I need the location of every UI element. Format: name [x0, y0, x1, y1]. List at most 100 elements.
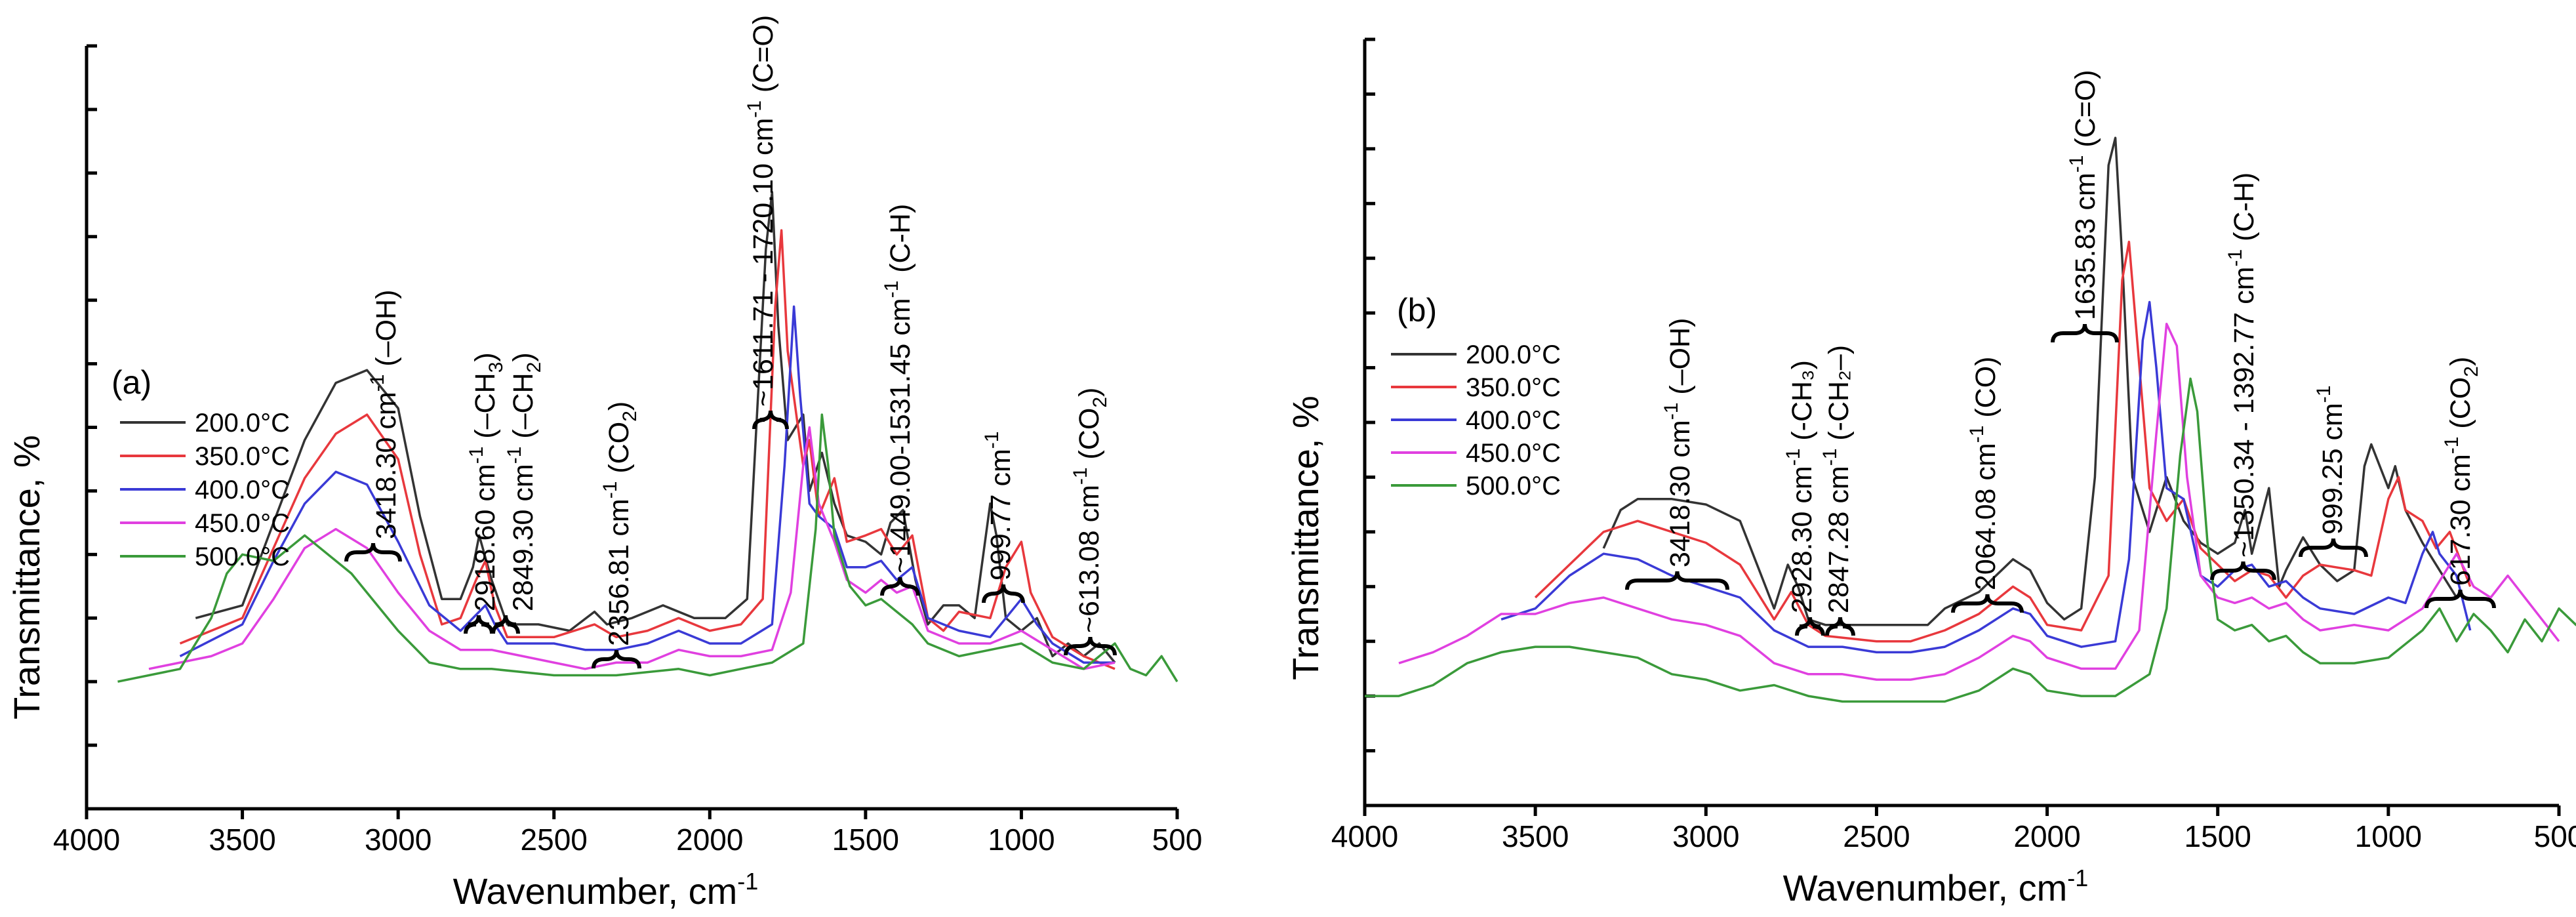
peak-bracket [982, 584, 1025, 603]
peak-annotation-tail2: ) [470, 352, 501, 361]
peak-annotation-label: 617.30 cm-1 (CO2) [2441, 357, 2482, 586]
chart-panel-a: 4000 3500 3000 2500 2000 1500 1000 500 Wavenumbe… [6, 15, 1202, 912]
legend-label: 200.0°C [1466, 340, 1561, 369]
peak-annotation-sup: -1 [599, 481, 621, 499]
peak-annotation-sup: -1 [2224, 249, 2246, 267]
legend-label: 500.0°C [1466, 472, 1561, 500]
series-line-4500c [1398, 323, 2560, 681]
peak-bracket [1951, 594, 2024, 613]
peak-annotation-label: 1635.83 cm-1 (C=O) [2066, 70, 2101, 320]
peak-annotation-text: 2928.30 cm [1786, 466, 1818, 613]
x-tick-label: 1000 [988, 823, 1055, 857]
x-tick-label: 3000 [365, 823, 432, 857]
peak-annotation-text: 999.77 cm [985, 449, 1016, 581]
peak-bracket [2210, 561, 2276, 581]
peak-annotation-tail: (C-H) [885, 204, 916, 281]
peak-annotation-tail: (–CH [470, 373, 501, 446]
x-tick-label: 4000 [1331, 819, 1398, 853]
peak-annotation-text: 2918.60 cm [470, 464, 501, 611]
peak-annotation: 2928.30 cm-1 (-CH₃) [1782, 360, 1818, 613]
legend-label: 450.0°C [195, 509, 290, 538]
x-tick-label: 2000 [2013, 819, 2080, 853]
peak-annotation-tail: (C-H) [2228, 173, 2260, 249]
peak-annotation-tail: (CO [1074, 408, 1105, 468]
peak-annotation-tail: (CO [2445, 377, 2476, 437]
peak-annotation: 2849.30 cm-1 (–CH2) [504, 352, 545, 611]
peak-bracket [1795, 617, 1825, 636]
peak-annotation: ~1350.34 - 1392.77 cm-1 (C-H) [2224, 173, 2260, 558]
series-line-4000c [1500, 300, 2472, 654]
y-axis-label: Transmittance, % [1285, 396, 1326, 680]
peak-annotation: ~613.08 cm-1 (CO2) [1070, 388, 1111, 633]
legend-label: 450.0°C [1466, 439, 1561, 468]
peak-annotation-text: 999.25 cm [2317, 403, 2348, 535]
x-tick-label: 1500 [2184, 819, 2251, 853]
series-line-4500c [148, 426, 1116, 670]
x-axis-label-sup: -1 [737, 868, 758, 895]
peak-annotation-text: 2849.30 cm [508, 464, 539, 611]
peak-annotation-text: ~613.08 cm [1074, 485, 1105, 633]
peak-annotation-text: 2847.28 cm [1823, 466, 1855, 613]
peak-annotation-sup: -1 [1966, 426, 1988, 443]
peak-annotation-tail2: ) [603, 401, 635, 411]
peak-annotation-tail: (CO [603, 422, 635, 481]
peak-annotation-tail: (CO) [1970, 357, 2002, 426]
series-line-5000c [1365, 377, 2576, 703]
peak-annotation: 2356.81 cm-1 (CO2) [599, 401, 641, 646]
x-tick-label: 1000 [2355, 819, 2422, 853]
peak-annotation: 1635.83 cm-1 (C=O) [2066, 70, 2101, 320]
peak-annotation-label: 2928.30 cm-1 (-CH₃) [1782, 360, 1818, 613]
peak-annotation-sub: 3 [485, 362, 507, 373]
legend-label: 500.0°C [195, 542, 290, 571]
peak-annotation-label: ~1350.34 - 1392.77 cm-1 (C-H) [2224, 173, 2260, 558]
peak-annotation-text: ~1611.71 - 1720.10 cm [748, 118, 779, 407]
peak-annotation-label: 2064.08 cm-1 (CO) [1966, 357, 2002, 590]
x-tick-label: 3500 [209, 823, 275, 857]
peak-annotation-text: 2356.81 cm [603, 499, 635, 646]
peak-annotation-tail: (–OH) [371, 290, 402, 375]
peak-bracket [2425, 589, 2496, 609]
peak-annotation-sup: -1 [2441, 437, 2463, 455]
series-line-5000c [117, 413, 1178, 683]
x-tick-label: 1500 [832, 823, 899, 857]
peak-annotation: 3418.30 cm-1 (–OH) [367, 290, 402, 539]
peak-annotation-sup: -1 [1070, 467, 1091, 485]
series-line-2000c [195, 191, 1116, 664]
peak-annotation: 3418.30 cm-1 (–OH) [1660, 318, 1696, 567]
peak-bracket [880, 577, 920, 596]
peak-annotation-text: 1635.83 cm [2070, 173, 2101, 320]
x-tick-label: 2500 [521, 823, 588, 857]
series-line-4000c [179, 305, 1115, 664]
peak-annotation-text: 3418.30 cm [1664, 420, 1696, 567]
peak-annotation-label: 2849.30 cm-1 (–CH2) [504, 352, 545, 611]
peak-annotation-tail2: ) [1074, 388, 1105, 397]
peak-annotation-text: 2064.08 cm [1970, 443, 2002, 590]
peak-annotation-text: 617.30 cm [2445, 454, 2476, 586]
legend-label: 350.0°C [195, 442, 290, 471]
legend-label: 400.0°C [1466, 406, 1561, 435]
x-tick-label: 500 [2534, 819, 2576, 853]
series-line-2000c [1602, 136, 2458, 626]
peak-bracket [592, 649, 641, 669]
peak-annotation-sup: -1 [2313, 386, 2335, 403]
peak-annotation-label: 2847.28 cm-1 (-CH₂–) [1819, 345, 1855, 613]
peak-bracket [2051, 323, 2119, 343]
x-axis-label: Wavenumber, cm-1 [453, 868, 759, 912]
x-axis-label: Wavenumber, cm-1 [1783, 865, 2089, 908]
legend: 200.0°C 350.0°C 400.0°C 450.0°C 500.0°C [1391, 340, 1561, 500]
peak-annotation-sub: 2 [619, 411, 641, 422]
peak-annotation-text: 3418.30 cm [371, 392, 402, 539]
peak-annotation: 2064.08 cm-1 (CO) [1966, 357, 2002, 590]
peak-annotation-sub: 2 [1089, 397, 1111, 408]
peak-annotation-label: ~1449.00-1531.45 cm-1 (C-H) [881, 204, 916, 573]
peak-annotation-tail2: ) [2445, 357, 2476, 366]
peak-annotation-sup: -1 [1782, 449, 1804, 466]
panel-label: (a) [111, 364, 151, 401]
peak-bracket [344, 542, 402, 562]
legend: 200.0°C 350.0°C 400.0°C 450.0°C 500.0°C [120, 409, 290, 571]
peak-bracket [1625, 571, 1729, 590]
peak-annotation: 999.25 cm-1 [2313, 386, 2348, 535]
x-tick-label: 3000 [1672, 819, 1739, 853]
peak-annotation: ~1611.71 - 1720.10 cm-1 (C=O) [744, 15, 779, 407]
